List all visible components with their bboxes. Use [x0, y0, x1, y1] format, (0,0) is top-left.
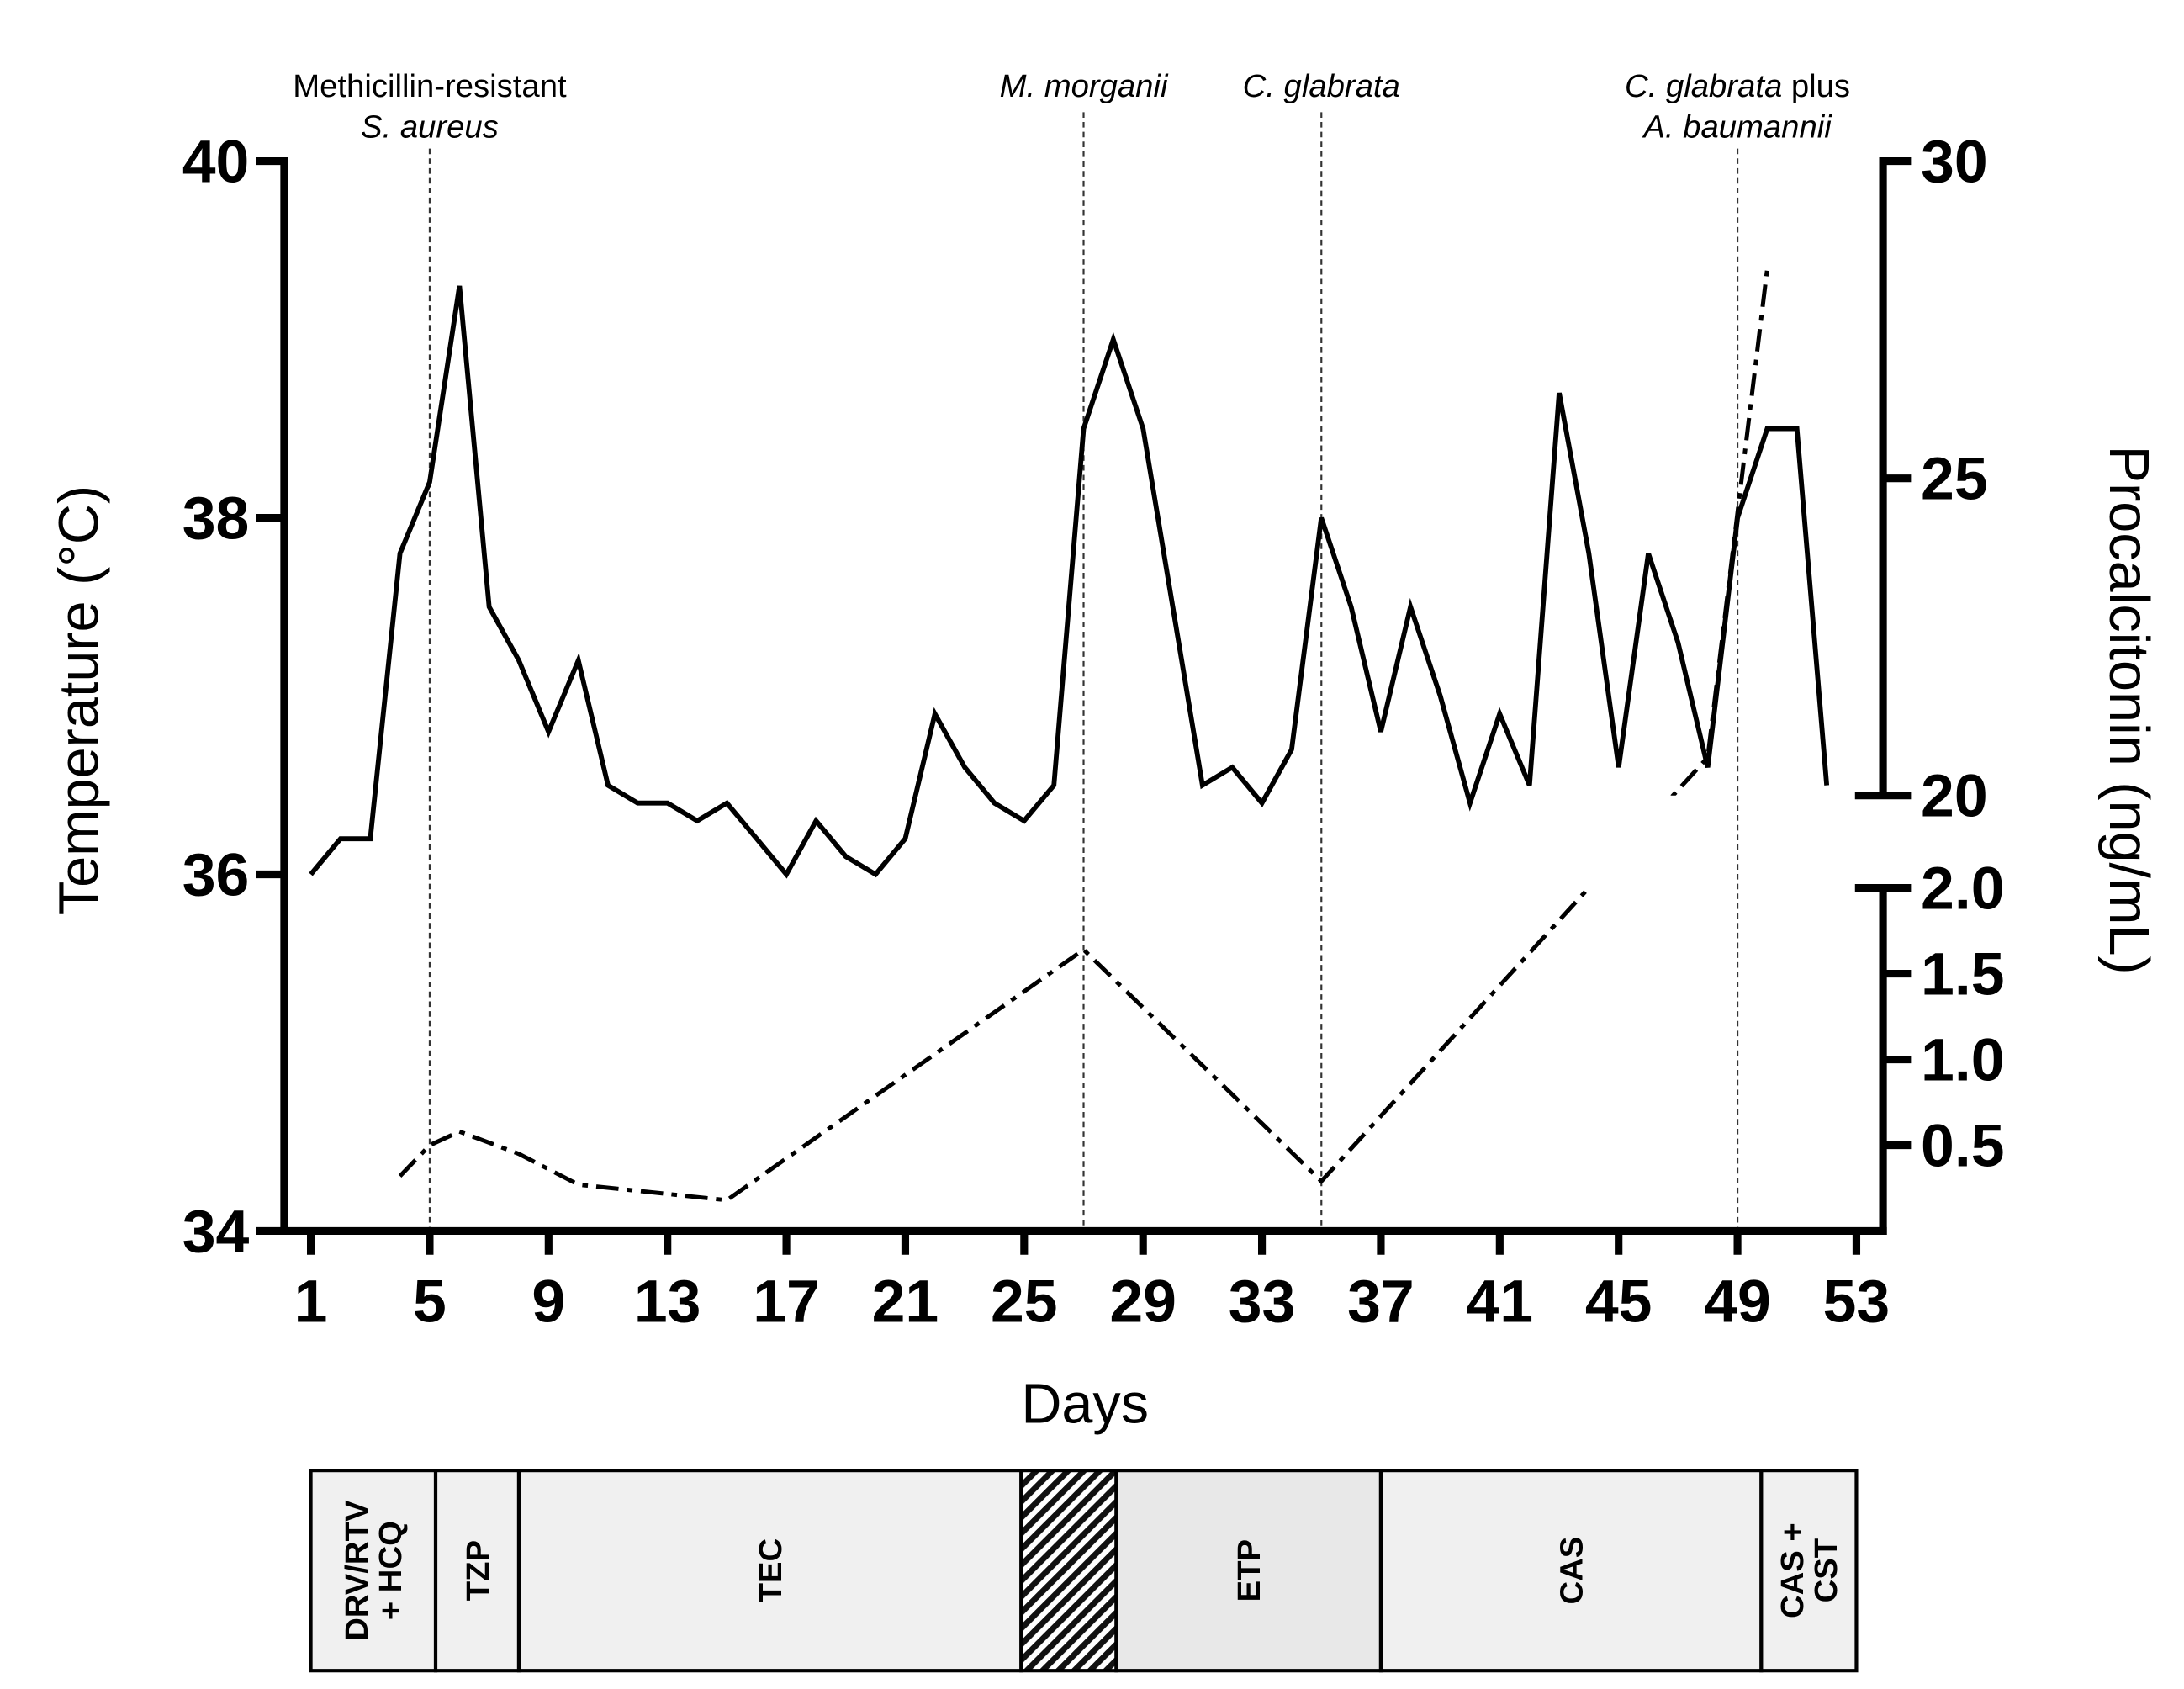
organism-name: S. aureus: [361, 109, 499, 145]
treatment-segment: ETP: [1114, 1469, 1383, 1673]
treatment-label: CAS +: [1774, 1522, 1811, 1618]
y-tick-label: 34: [182, 1198, 250, 1265]
treatment-segment: TEC: [516, 1469, 1023, 1673]
x-tick-label: 33: [1229, 1268, 1296, 1336]
treatment-segment: CAS: [1378, 1469, 1764, 1673]
treatment-segment-fill: [309, 1469, 438, 1673]
treatment-label: + HCQ: [373, 1521, 409, 1620]
pathogen-annotation: M. morganii: [1000, 68, 1169, 1231]
x-tick-label: 13: [634, 1268, 701, 1336]
x-tick-label: 21: [872, 1268, 939, 1336]
y-tick-label: 40: [182, 129, 250, 196]
treatment-label: CST: [1808, 1538, 1844, 1603]
hatched-segment-fill: [1019, 1469, 1118, 1673]
y2-tick-label: 25: [1921, 446, 1988, 513]
treatment-segment-fill: [1759, 1469, 1859, 1673]
annotation-text: plus: [1782, 68, 1850, 104]
pathogen-label: A. baumannii: [1642, 109, 1832, 145]
pathogen-annotation: C. glabrata plus A. baumannii: [1625, 68, 1850, 1231]
x-tick-label: 1: [294, 1268, 328, 1336]
treatment-label: TEC: [753, 1538, 789, 1603]
y2-tick-label: 30: [1921, 129, 1988, 196]
pathogen-annotations: Methicillin-resistant S. aureus M. morgani…: [293, 68, 1850, 1231]
treatment-segment-fill: [433, 1469, 521, 1673]
y2-axis-title: Procalcitonin (ng/mL): [2097, 446, 2160, 975]
x-tick-label: 17: [753, 1268, 820, 1336]
x-tick-label: 53: [1823, 1268, 1891, 1336]
annotation-text: Methicillin-resistant: [293, 68, 567, 104]
treatment-segment-fill: [1114, 1469, 1383, 1673]
pathogen-annotation: Methicillin-resistant S. aureus: [293, 68, 567, 1231]
treatment-segment: TZP: [433, 1469, 521, 1673]
y2-tick-label: 0.5: [1921, 1112, 2005, 1179]
pathogen-annotation: C. glabrata: [1243, 68, 1400, 1231]
y2-tick-label: 1.5: [1921, 941, 2005, 1009]
x-tick-label: 25: [991, 1268, 1058, 1336]
treatment-label: DRV/RTV: [339, 1500, 375, 1641]
organism-name: M. morganii: [1000, 68, 1169, 104]
y-tick-label: 38: [182, 485, 250, 553]
treatment-segment-fill: [1378, 1469, 1764, 1673]
x-axis-title: Days: [1021, 1374, 1149, 1436]
organism-name: C. glabrata: [1243, 68, 1400, 104]
procalcitonin-series-line: [398, 268, 1769, 1203]
treatment-segment: [1019, 1469, 1118, 1673]
x-tick-label: 29: [1109, 1268, 1177, 1336]
treatment-segment: DRV/RTV+ HCQ: [309, 1469, 438, 1673]
pathogen-label: Methicillin-resistant: [293, 68, 567, 104]
treatment-label: ETP: [1231, 1539, 1267, 1602]
treatment-label: TZP: [460, 1540, 496, 1601]
x-tick-label: 37: [1347, 1268, 1415, 1336]
treatment-segment: CAS +CST: [1759, 1469, 1859, 1673]
y-axis-title: Temperature (°C): [49, 485, 111, 915]
organism-name: A. baumannii: [1642, 109, 1832, 145]
treatment-timeline-bar: DRV/RTV+ HCQ TZP TEC ETP CAS CAS +CST: [309, 1469, 1859, 1673]
treatment-segment-fill: [516, 1469, 1023, 1673]
pathogen-label: C. glabrata: [1243, 68, 1400, 104]
y2-tick-label: 20: [1921, 763, 1988, 830]
treatment-label: CAS: [1553, 1537, 1589, 1605]
x-tick-label: 49: [1704, 1268, 1771, 1336]
data-series: [309, 268, 1830, 1203]
pathogen-label: S. aureus: [361, 109, 499, 145]
organism-name: C. glabrata: [1625, 68, 1782, 104]
pathogen-label: M. morganii: [1000, 68, 1169, 104]
x-tick-label: 5: [413, 1268, 447, 1336]
pathogen-label: C. glabrata plus: [1625, 68, 1850, 104]
x-tick-label: 9: [531, 1268, 565, 1336]
y2-tick-label: 1.0: [1921, 1027, 2005, 1094]
x-tick-label: 45: [1585, 1268, 1653, 1336]
y2-tick-label: 2.0: [1921, 855, 2005, 923]
temperature-series-line: [309, 285, 1830, 879]
y-tick-label: 36: [182, 841, 250, 908]
axes: 40 38 36 34 1 5 9 13 17 21 25 29 33 37 41 45 49 53 0.5 1.0 1…: [182, 129, 2005, 1336]
x-tick-label: 41: [1467, 1268, 1534, 1336]
